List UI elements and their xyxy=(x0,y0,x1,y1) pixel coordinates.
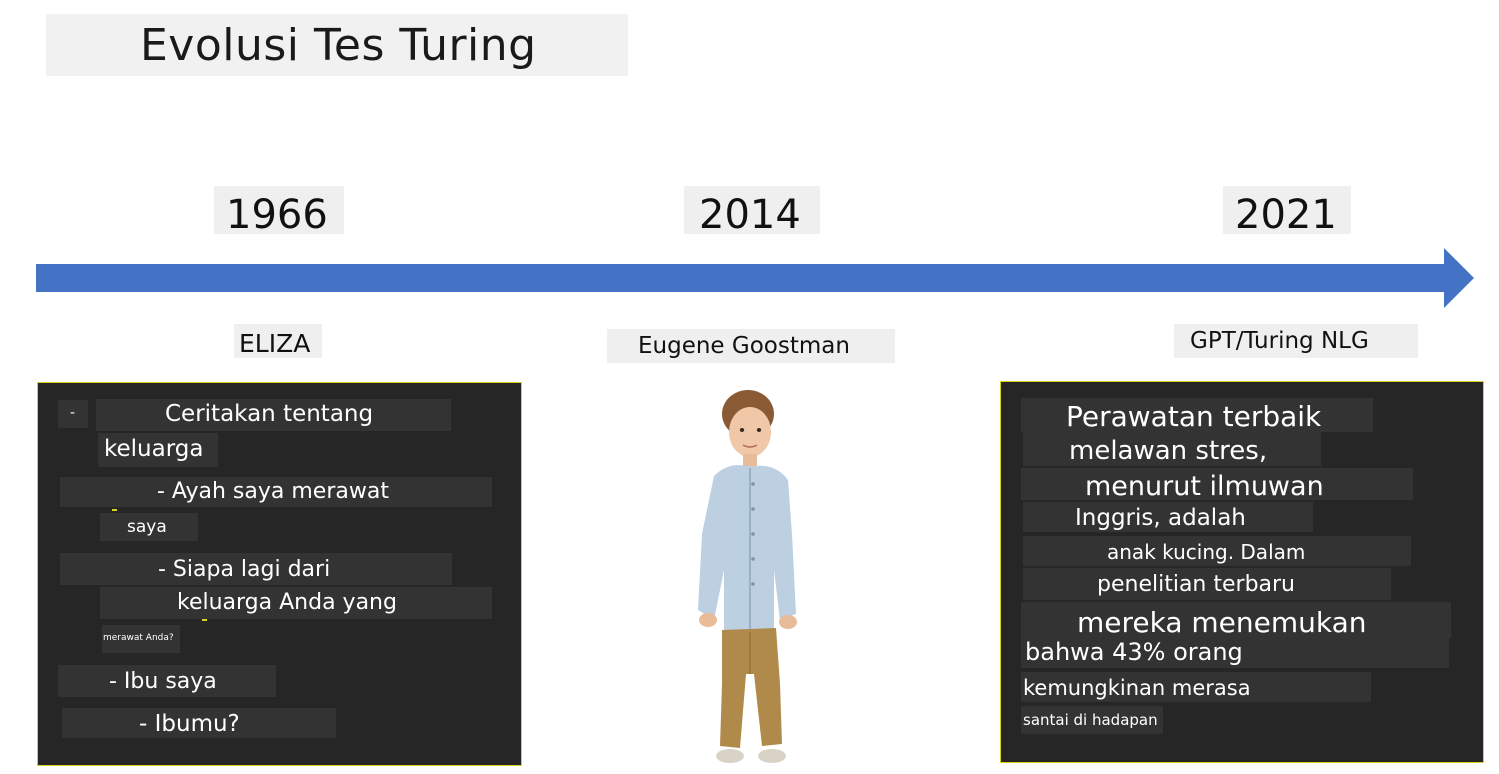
gpt-line: penelitian terbaru xyxy=(1097,572,1295,597)
text-chip xyxy=(1021,636,1449,668)
eliza-label: ELIZA xyxy=(239,329,311,358)
eliza-line: saya xyxy=(127,517,167,537)
eliza-line: Ceritakan tentang xyxy=(165,401,374,427)
text-chip xyxy=(58,400,88,428)
gpt-line: Inggris, adalah xyxy=(1075,505,1246,531)
year-2021-background xyxy=(1223,186,1351,234)
eliza-line: - xyxy=(70,405,76,421)
text-chip xyxy=(60,477,492,507)
eliza-label-background xyxy=(234,324,322,358)
eliza-line: keluarga xyxy=(104,436,204,462)
boy-illustration xyxy=(698,390,797,763)
gpt-line: santai di hadapan xyxy=(1023,711,1158,729)
text-chip xyxy=(1023,536,1411,566)
text-chip xyxy=(60,553,452,585)
eliza-line: - Ayah saya merawat xyxy=(157,479,389,504)
gpt-line: menurut ilmuwan xyxy=(1085,471,1324,502)
gpt-label: GPT/Turing NLG xyxy=(1190,328,1369,354)
eliza-line: - Ibumu? xyxy=(139,711,240,737)
gpt-line: bahwa 43% orang xyxy=(1025,638,1243,666)
eliza-dialogue-panel: - Ceritakan tentang keluarga - Ayah saya… xyxy=(37,382,522,766)
gpt-line: kemungkinan merasa xyxy=(1023,676,1251,700)
gpt-line: anak kucing. Dalam xyxy=(1107,540,1306,564)
eliza-line: merawat Anda? xyxy=(103,633,174,643)
gpt-line: Perawatan terbaik xyxy=(1066,400,1322,433)
text-chip xyxy=(1023,568,1391,600)
text-chip xyxy=(1021,468,1413,500)
text-chip xyxy=(1023,502,1313,532)
yellow-mark xyxy=(202,619,207,621)
title-background xyxy=(46,14,628,76)
text-chip xyxy=(96,399,451,431)
text-chip xyxy=(1021,602,1451,638)
gpt-line: melawan stres, xyxy=(1069,436,1268,466)
year-2014-background xyxy=(684,186,820,234)
year-1966: 1966 xyxy=(226,192,328,238)
gpt-label-background xyxy=(1174,324,1418,358)
yellow-mark xyxy=(112,509,117,511)
gpt-text-panel: Perawatan terbaik melawan stres, menurut… xyxy=(1000,381,1484,763)
text-chip xyxy=(1021,706,1163,734)
eliza-line: keluarga Anda yang xyxy=(177,590,397,615)
text-chip xyxy=(62,708,336,738)
year-2021: 2021 xyxy=(1235,192,1337,238)
text-chip xyxy=(1021,398,1373,432)
year-2014: 2014 xyxy=(699,192,801,238)
text-chip xyxy=(98,433,218,467)
timeline-arrow xyxy=(36,248,1474,308)
year-1966-background xyxy=(214,186,344,234)
text-chip xyxy=(100,587,492,619)
text-chip xyxy=(58,665,276,697)
eliza-line: - Siapa lagi dari xyxy=(158,557,331,582)
eliza-line: - Ibu saya xyxy=(109,669,217,694)
text-chip xyxy=(102,625,180,653)
eugene-label: Eugene Goostman xyxy=(638,333,850,359)
text-chip xyxy=(100,513,198,541)
text-chip xyxy=(1021,672,1371,702)
eugene-label-background xyxy=(607,329,895,363)
text-chip xyxy=(1023,432,1321,466)
gpt-line: mereka menemukan xyxy=(1077,606,1367,639)
diagram-title: Evolusi Tes Turing xyxy=(140,20,537,71)
